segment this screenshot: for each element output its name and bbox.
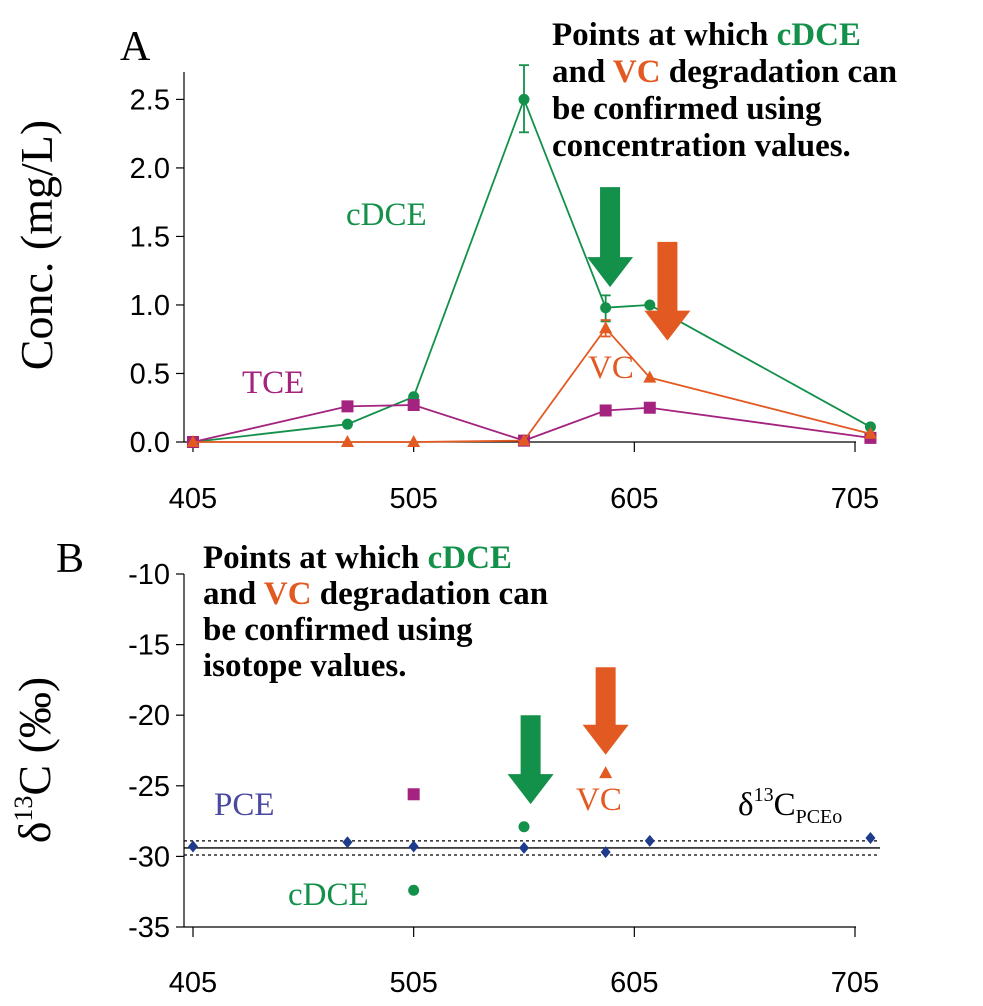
panel-a-annotation-line: Points at which cDCE [552,17,861,53]
panel-a-tce-point [599,404,612,417]
panel-b-x-tick-label: 405 [169,967,217,999]
panel-a-cdce-point [600,302,612,314]
panel-b-cdce-point [408,884,420,896]
panel-b-y-tick-label: -20 [128,700,170,732]
panel-b-vc-label: VC [576,782,622,818]
panel-a-arrow [644,241,691,341]
panel-a-arrow [587,187,634,288]
panel-a-tce-point [407,399,420,411]
panel-a-y-tick-label: 2.5 [130,84,170,116]
panel-b-pce-point [644,834,655,847]
panel-a-vc-point [643,370,657,383]
panel-b-cdce-label: cDCE [288,877,369,913]
panel-a-x-tick-label: 705 [831,483,879,515]
panel-a-y-tick-label: 1.0 [130,290,170,322]
panel-b-x-tick-label: 705 [831,967,879,999]
panel-a-x-tick-label: 605 [610,483,658,515]
panel-b-annotation-line: be confirmed using [203,612,473,648]
panel-a-vc-label: VC [588,350,634,386]
panel-a-vc-point [863,426,877,439]
panel-b-y-tick-label: -35 [128,912,170,944]
panel-b-annotation-line: isotope values. [203,648,407,684]
panel-b-annotation-line: Points at which cDCE [203,540,512,576]
panel-b-x-tick-label: 605 [610,967,658,999]
panel-b-y-tick-label: -10 [128,559,170,591]
panel-b-pce-point [408,840,419,853]
panel-b-arrow [507,715,554,805]
panel-b-pce-label: PCE [214,787,275,823]
panel-a-tce-point [643,401,656,414]
plot-layer: 0.0 0.5 1.0 1.5 2.0 2.5 405 505 605 705 Points at … [128,17,897,999]
panel-b-pce-point [600,846,611,859]
panel-a-x-tick-label: 405 [169,483,217,515]
panel-a-tce-point [341,400,354,413]
panel-a-cdce-point [341,418,353,430]
panel-b-cdce-point [518,821,530,833]
panel-a-cdce-point [644,299,656,311]
panel-a-cdce-point [518,93,530,105]
panel-b-arrow [582,667,629,755]
panel-a-annotation-line: concentration values. [552,128,851,164]
panel-b-y-axis-label: δ13C (‰) [9,677,60,844]
panel-b-series1-point [407,788,420,801]
panel-a-tce-label: TCE [242,365,304,401]
panel-a-annotation-line: be confirmed using [552,91,822,127]
panel-a-y-tick-label: 1.5 [130,221,170,253]
panel-a-vc-point [517,433,531,446]
panel-b-pce-point [519,841,529,854]
panel-b-y-tick-label: -30 [128,841,170,873]
panel-a-label: A [120,24,151,70]
panel-b-y-tick-label: -25 [128,771,170,803]
panel-a-y-tick-label: 0.0 [130,427,170,459]
panel-a-cdce-label: cDCE [346,197,427,233]
panel-b-pce-point [865,832,876,845]
panel-b-reference-label: δ13CPCEo [738,784,842,828]
panel-a-vc-point [340,435,354,447]
panel-a-x-tick-label: 505 [389,483,437,515]
panel-a-vc-point [599,321,613,334]
panel-a-vc-point [407,435,421,447]
panel-b-vc-point [599,766,613,779]
panel-a-y-axis-label: Conc. (mg/L) [11,120,62,370]
panel-b-label: B [56,536,84,582]
panel-a-tce-line [192,404,871,443]
panel-b-annotation-line: and VC degradation can [203,576,548,612]
panel-a-annotation-line: and VC degradation can [552,54,897,90]
panel-b-pce-point [342,836,353,849]
panel-a-vc-point [186,435,200,447]
panel-b-pce-point [188,840,198,853]
panel-b-y-tick-label: -15 [128,630,170,662]
panel-b-x-tick-label: 505 [389,967,437,999]
panel-a-y-tick-label: 2.0 [130,153,170,185]
panel-a-y-tick-label: 0.5 [130,358,170,390]
